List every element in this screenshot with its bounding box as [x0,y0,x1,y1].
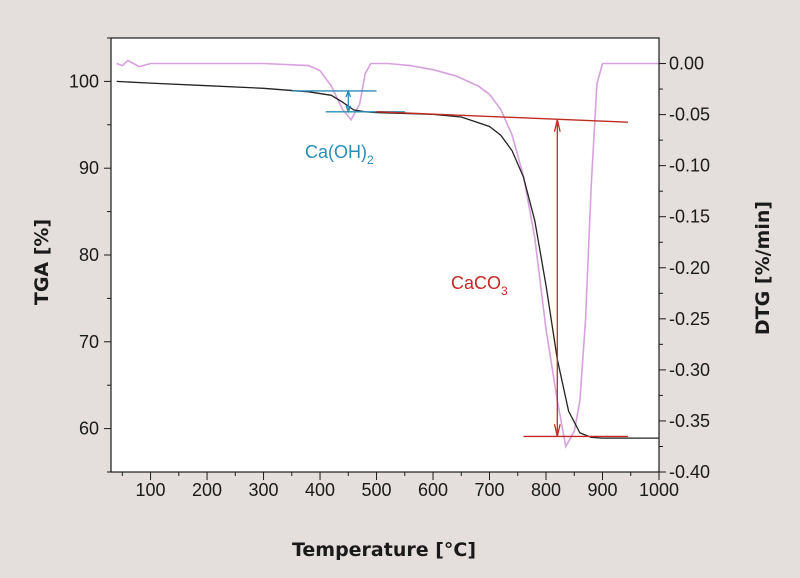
y-left-tick-label: 60 [79,419,99,439]
y-left-tick-label: 100 [69,71,99,91]
plot-area [111,38,659,472]
x-tick-label: 500 [362,480,392,500]
tga-series-line [116,80,659,439]
y-right-axis-title: DTG [%/min] [752,201,774,335]
x-tick-label: 300 [249,480,279,500]
y-left-tick-label: 70 [79,332,99,352]
caco3-label: CaCO3 [451,273,508,298]
y-right-tick-label: -0.30 [669,360,710,380]
x-tick-label: 400 [305,480,335,500]
caco3-label-subscript: 3 [501,284,508,298]
caoh2-arrow-head-up [345,89,352,98]
x-tick-label: 700 [474,480,504,500]
y-right-tick-label: -0.15 [669,207,710,227]
caoh2-arrow-head-down [345,105,352,114]
y-right-tick-label: -0.25 [669,309,710,329]
axes: 100 200 300 400 500 600 700 800 900 1000 60 70 80 90 1… [69,37,710,500]
y-left-tick-label: 80 [79,245,99,265]
plot-background [111,38,659,472]
y-left-axis-title: TGA [%] [31,219,53,305]
caoh2-label-text: Ca(OH) [305,142,367,162]
x-tick-label: 200 [192,480,222,500]
dtg-series-line [116,59,659,449]
caoh2-label: Ca(OH)2 [305,142,374,167]
y-right-tick-label: 0.00 [669,54,704,74]
x-tick-label: 800 [531,480,561,500]
x-tick-label: 900 [587,480,617,500]
x-axis-title: Temperature [°C] [292,539,476,561]
caoh2-label-subscript: 2 [367,153,374,167]
x-tick-label: 600 [418,480,448,500]
y-right-tick-label: -0.05 [669,105,710,125]
caco3-label-text: CaCO [451,273,501,293]
caco3-arrow-head-up [553,119,561,132]
y-right-tick-label: -0.10 [669,156,710,176]
caco3-upper-baseline [376,111,628,123]
x-tick-label: 1000 [639,480,679,500]
y-right-tick-label: -0.40 [669,462,710,482]
y-right-tick-label: -0.35 [669,411,710,431]
x-tick-label: 100 [136,480,166,500]
y-left-tick-label: 90 [79,158,99,178]
caco3-arrow-head-down [553,424,561,437]
y-right-tick-label: -0.20 [669,258,710,278]
